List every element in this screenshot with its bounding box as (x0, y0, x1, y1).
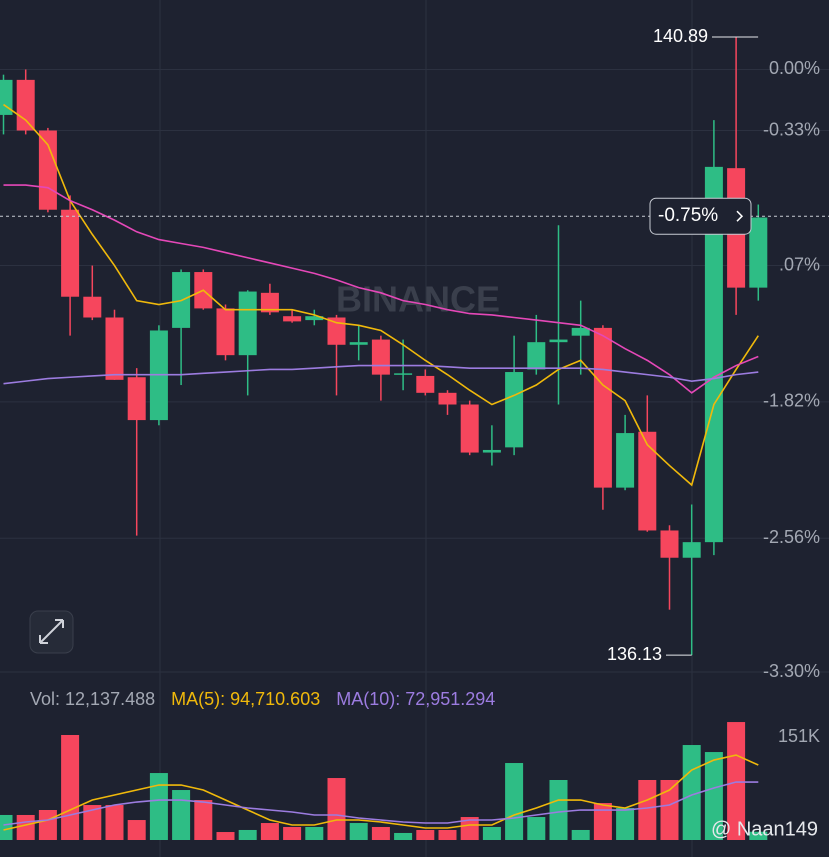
ma-line (3, 103, 759, 487)
chevron (736, 210, 744, 222)
volume-bar (438, 829, 457, 840)
credit: @ Naan149 (711, 818, 818, 840)
candle-body (305, 316, 324, 321)
volume-bar (660, 780, 679, 840)
ma-line (3, 364, 759, 385)
volume-bar (16, 814, 35, 840)
volume-bar (527, 817, 546, 840)
volume-bar (172, 790, 191, 840)
volume-bar (83, 805, 102, 840)
volume-bar (238, 829, 257, 840)
current-label-box[interactable] (649, 197, 752, 235)
candle-body (682, 542, 701, 558)
candle-body (0, 79, 13, 115)
volume-bar (127, 820, 146, 840)
candle-body (349, 342, 368, 345)
candle-body (127, 377, 146, 421)
candle-body (260, 292, 279, 313)
volume-bar (571, 829, 590, 840)
volume-bar (482, 826, 501, 840)
candle-body (660, 530, 679, 558)
candle-body (238, 291, 257, 356)
min-label: 136.13 (607, 644, 662, 664)
max-label: 140.89 (653, 26, 708, 46)
volume-bar (194, 800, 213, 840)
candle-body (105, 317, 124, 380)
candle-body (416, 375, 435, 393)
volume-bar (38, 810, 57, 840)
volume-bar (260, 823, 279, 840)
candle-body (616, 433, 635, 488)
watermark: BINANCE (336, 279, 500, 320)
y-tick-label: -0.33% (763, 119, 820, 139)
candle-body (371, 339, 390, 375)
volume-bar (394, 832, 413, 840)
candle-body (283, 316, 302, 322)
expand-button[interactable] (29, 610, 74, 654)
volume-bar (61, 735, 80, 840)
y-tick-label: -2.56% (763, 527, 820, 547)
candle-body (571, 327, 590, 336)
volume-legend: MA(5): 94,710.603 (171, 689, 320, 709)
volume-bar (283, 826, 302, 840)
expand-icon (39, 619, 64, 644)
y-tick-label: 0.00% (769, 58, 820, 78)
candle-body (16, 79, 35, 131)
y-tick-label: -3.30% (763, 661, 820, 681)
volume-legend: Vol: 12,137.488 (30, 689, 155, 709)
candle-body (482, 449, 501, 453)
candle-body (61, 209, 80, 297)
volume-bar (0, 814, 13, 840)
candle-body (394, 373, 413, 375)
volume-bar (593, 803, 612, 840)
volume-bar (216, 832, 235, 840)
volume-legend: MA(10): 72,951.294 (336, 689, 495, 709)
candle-body (83, 296, 102, 318)
volume-bar (749, 831, 768, 840)
candle-body (704, 166, 723, 543)
volume-bar (505, 763, 524, 840)
candle-body (527, 342, 546, 370)
volume-bar (416, 829, 435, 840)
candle-body (216, 308, 235, 356)
volume-bar (105, 805, 124, 840)
candle-body (327, 317, 346, 345)
current-label[interactable]: -0.75% (658, 205, 718, 226)
candle-body (549, 339, 568, 343)
volume-bar (704, 752, 723, 840)
candle-body (638, 431, 657, 531)
volume-bar (638, 780, 657, 840)
volume-bar (616, 808, 635, 840)
volume-bar (727, 722, 746, 840)
y-tick-label: .07% (779, 254, 820, 274)
candle-body (505, 372, 524, 448)
volume-bar (349, 823, 368, 840)
volume-bar (327, 778, 346, 840)
volume-bar (149, 773, 168, 840)
volume-bar (460, 817, 479, 840)
volume-bar (371, 826, 390, 840)
volume-ma-line (3, 781, 759, 826)
y-tick-label: -1.82% (763, 391, 820, 411)
ma-line (3, 184, 759, 394)
candle-body (593, 327, 612, 488)
volume-tick-label: 151K (778, 726, 820, 746)
volume-ma-line (3, 754, 759, 831)
volume-bar (549, 780, 568, 840)
candle-body (460, 404, 479, 453)
volume-bar (305, 826, 324, 840)
candle-body (749, 217, 768, 288)
candle-body (38, 130, 57, 210)
candle-body (438, 392, 457, 405)
